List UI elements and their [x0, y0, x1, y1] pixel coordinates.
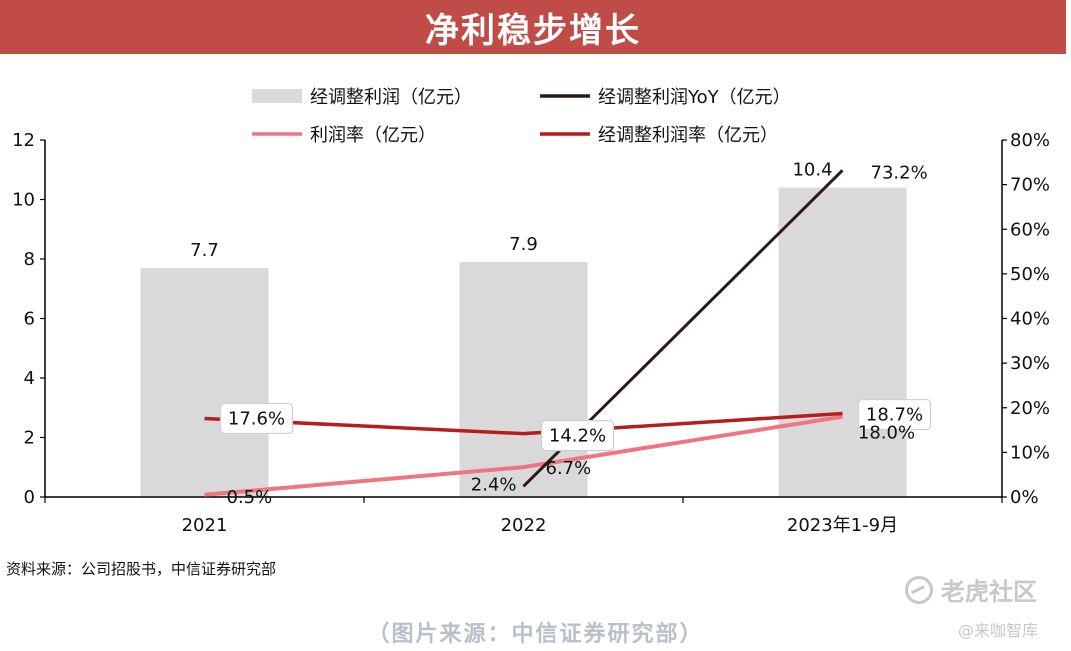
legend-label: 经调整利润YoY（亿元）	[598, 87, 791, 108]
right-tick-label: 40%	[1010, 309, 1050, 330]
right-tick-label: 50%	[1010, 264, 1050, 285]
profit-margin-label: 18.0%	[858, 423, 915, 444]
right-tick-label: 10%	[1010, 442, 1050, 463]
yoy-label: 73.2%	[871, 162, 928, 183]
line-profit-margin	[204, 414, 843, 497]
adjusted-margin-label: 14.2%	[549, 426, 606, 447]
yoy-label: 2.4%	[471, 474, 517, 495]
bar-value-label: 7.9	[509, 234, 538, 255]
right-tick-label: 80%	[1010, 130, 1050, 151]
x-tick-label: 2022	[501, 515, 547, 536]
profit-margin-label: 0.5%	[227, 487, 273, 508]
adjusted-margin-label: 18.7%	[866, 405, 923, 426]
bar-value-label: 7.7	[190, 240, 219, 261]
bar-2021	[140, 267, 269, 497]
adjusted-margin-label-box	[857, 398, 932, 431]
bar-2022	[459, 261, 588, 497]
adjusted-margin-label-box	[540, 420, 615, 452]
bar-value-label: 10.4	[792, 160, 832, 181]
title-banner: 净利稳步增长	[0, 0, 1066, 54]
legend-label: 经调整利润（亿元）	[310, 87, 472, 108]
right-tick-label: 30%	[1010, 353, 1050, 374]
tiger-community-logo-icon	[905, 575, 933, 604]
legend-label: 利润率（亿元）	[310, 125, 436, 146]
watermark-text: 老虎社区	[941, 578, 1037, 606]
right-tick-label: 20%	[1010, 398, 1050, 419]
right-tick-label: 0%	[1010, 487, 1039, 508]
left-tick-label: 10	[12, 190, 35, 211]
bar-2023年1-9月	[778, 187, 907, 497]
left-tick-label: 2	[24, 428, 35, 449]
left-tick-label: 8	[24, 249, 35, 270]
adjusted-margin-label: 17.6%	[228, 408, 285, 429]
line-adjusted-profit-margin	[204, 411, 843, 436]
profit-margin-label: 6.7%	[546, 458, 592, 479]
x-tick-label: 2023年1-9月	[787, 515, 898, 536]
left-tick-label: 0	[24, 487, 35, 508]
right-tick-label: 60%	[1010, 219, 1050, 240]
right-tick-label: 70%	[1010, 175, 1050, 196]
combo-chart: 0 2 4 6 8 10 12 0% 10% 20% 30% 40% 50% 60% 70% 80% 2021 2…	[12, 87, 1050, 536]
legend-label: 经调整利润率（亿元）	[598, 125, 778, 146]
watermark-handle: @来咖智库	[958, 621, 1039, 640]
source-note: 资料来源：公司招股书，中信证券研究部	[6, 560, 277, 578]
left-tick-label: 6	[24, 309, 35, 330]
left-tick-label: 4	[24, 368, 35, 389]
left-tick-label: 12	[12, 130, 35, 151]
x-tick-label: 2021	[182, 515, 228, 536]
image-caption: （图片来源：中信证券研究部）	[367, 622, 704, 647]
watermark: 老虎社区	[905, 572, 1037, 607]
adjusted-margin-label-box	[219, 402, 294, 435]
chart-title: 净利稳步增长	[425, 10, 641, 51]
legend-swatch-bar	[252, 89, 302, 103]
